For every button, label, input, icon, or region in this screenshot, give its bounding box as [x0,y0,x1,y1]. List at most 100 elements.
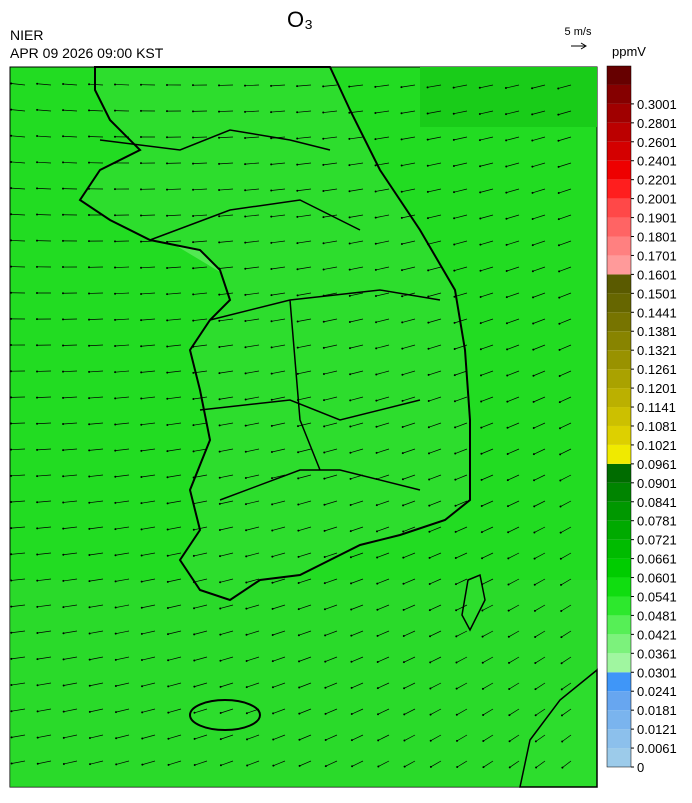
wind-arrow-head [428,531,430,533]
wind-arrow-head [532,270,534,272]
wind-arrow-head [10,82,12,84]
wind-arrow-head [428,400,430,402]
wind-arrow-head [114,136,116,138]
wind-arrow-head [88,371,90,373]
colorbar-label: 0.1321 [637,343,677,358]
wind-arrow-head [218,163,220,165]
wind-arrow-head [10,266,12,268]
wind-arrow-head [348,138,350,140]
wind-arrow-head [245,477,247,479]
wind-arrow-head [428,426,430,428]
wind-arrow-head [246,712,248,714]
colorbar-label: 0.0361 [637,646,677,661]
wind-arrow-head [559,479,561,481]
wind-arrow-head [89,763,91,765]
wind-arrow-head [10,449,12,451]
colorbar-box [607,729,631,748]
wind-arrow-head [270,190,272,192]
wind-arrow-head [271,556,273,558]
wind-arrow-head [429,661,431,663]
wind-arrow-head [558,218,560,220]
colorbar-box [607,331,631,350]
wind-arrow-head [376,452,378,454]
wind-arrow-head [401,348,403,350]
colorbar-box [607,293,631,312]
wind-arrow-head [479,191,481,193]
wind-arrow-head [403,713,405,715]
wind-arrow-head [532,296,534,298]
wind-arrow-head [297,530,299,532]
wind-arrow-head [10,501,12,503]
agency: NIER [10,27,43,43]
wind-arrow-head [532,244,534,246]
wind-arrow-head [508,714,510,716]
wind-arrow-head [560,532,562,534]
colorbar-box [607,312,631,331]
wind-arrow-head [375,243,377,245]
wind-arrow-head [324,530,326,532]
wind-arrow-head [322,190,324,192]
colorbar-label: 0.1021 [637,438,677,453]
wind-arrow-head [88,397,90,399]
wind-arrow-head [244,215,246,217]
wind-arrow-head [166,424,168,426]
wind-arrow-head [401,138,403,140]
colorbar-box [607,123,631,142]
wind-arrow-head [140,293,142,295]
wind-arrow-head [88,162,90,164]
wind-arrow-head [10,423,12,425]
wind-arrow-head [244,320,246,322]
wind-arrow-head [427,269,429,271]
wind-arrow-head [114,267,116,269]
colorbar-box [607,502,631,521]
colorbar-label: 0.0241 [637,684,677,699]
wind-arrow-head [561,714,563,716]
wind-arrow-head [271,503,273,505]
wind-arrow-head [62,214,64,216]
wind-arrow-head [349,373,351,375]
wind-arrow-head [62,318,64,320]
wind-arrow-head [140,84,142,86]
wind-arrow-head [219,424,221,426]
wind-arrow-head [506,348,508,350]
wind-arrow-head [36,606,38,608]
wind-arrow-head [324,556,326,558]
wind-arrow-head [272,634,274,636]
wind-arrow-head [63,763,65,765]
wind-arrow-head [430,740,432,742]
wind-arrow-head [297,451,299,453]
wind-arrow-head [10,658,12,660]
wind-arrow-head [114,450,116,452]
wind-arrow-head [453,270,455,272]
wind-arrow-head [454,453,456,455]
wind-arrow-head [561,662,563,664]
wind-arrow-head [376,583,378,585]
wind-arrow-head [166,162,168,164]
wind-arrow-head [141,607,143,609]
wind-arrow-head [140,241,142,243]
wind-arrow-head [36,292,38,294]
wind-arrow-head [141,737,143,739]
wind-arrow-head [114,319,116,321]
wind-arrow-head [62,135,64,137]
wind-arrow-head [454,400,456,402]
wind-arrow-head [36,632,38,634]
wind-arrow-head [272,712,274,714]
wind-arrow-head [482,714,484,716]
wind-arrow-head [558,166,560,168]
wind-arrow-head [270,242,272,244]
wind-arrow-head [62,292,64,294]
wind-arrow-head [559,375,561,377]
wind-arrow-head [350,609,352,611]
wind-arrow-head [63,737,65,739]
wind-arrow-head [507,531,509,533]
wind-arrow-head [246,738,248,740]
wind-arrow-head [193,686,195,688]
colorbar-label: 0.0541 [637,589,677,604]
wind-arrow-head [245,451,247,453]
wind-arrow-head [480,427,482,429]
wind-arrow-head [219,529,221,531]
wind-arrow-head [10,710,12,712]
colorbar-box [607,161,631,180]
wind-arrow-head [219,607,221,609]
